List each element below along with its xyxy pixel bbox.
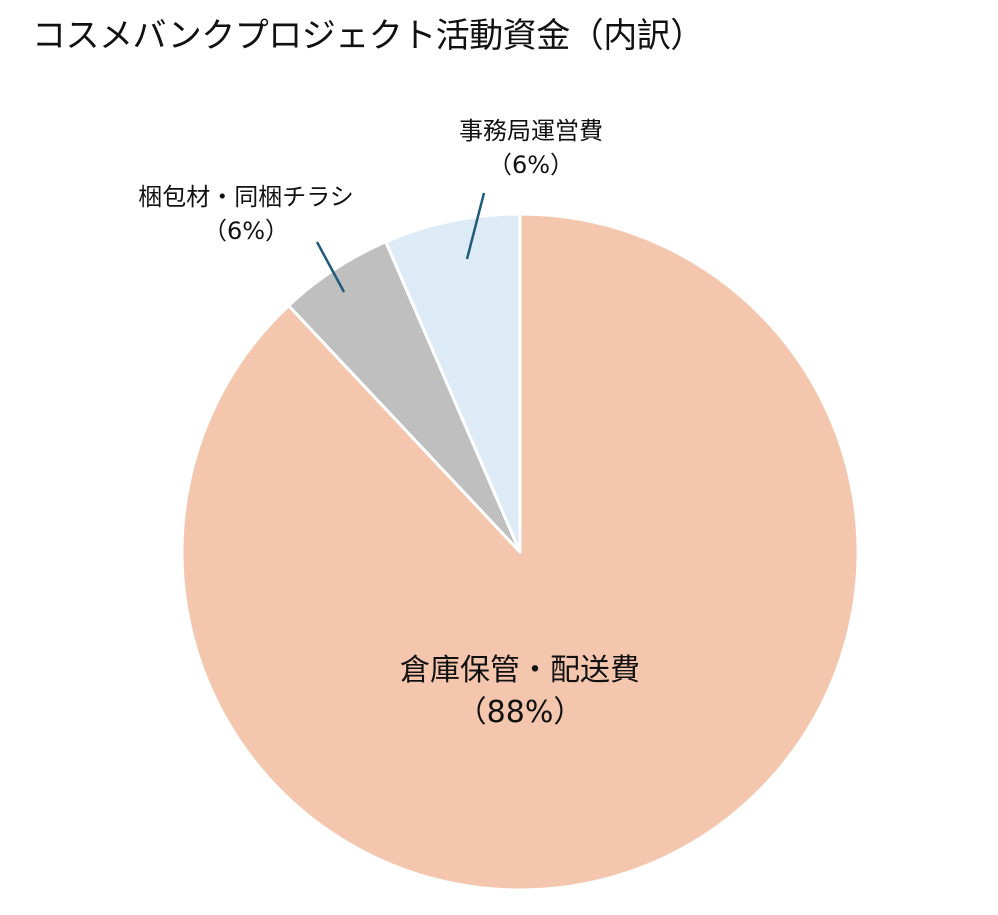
slice-value-label: （6%） — [487, 151, 575, 179]
slice-value-label: （6%） — [202, 217, 290, 245]
slice-category-label: 事務局運営費 — [459, 117, 603, 145]
slice-category-label: 梱包材・同梱チラシ — [138, 183, 354, 211]
slice-label-storage-delivery: 倉庫保管・配送費 （88%） — [400, 650, 640, 734]
chart-title: コスメバンクプロジェクト活動資金（内訳） — [32, 16, 704, 56]
leader-line-packaging-flyers — [315, 241, 346, 293]
slice-label-office-operations: 事務局運営費 （6%） — [459, 114, 603, 182]
leader-line-office-operations — [465, 192, 486, 260]
slice-office-operations — [384, 212, 522, 554]
slice-value-label: （88%） — [456, 695, 584, 730]
slice-category-label: 倉庫保管・配送費 — [400, 653, 640, 688]
slice-label-packaging-flyers: 梱包材・同梱チラシ （6%） — [138, 180, 354, 248]
